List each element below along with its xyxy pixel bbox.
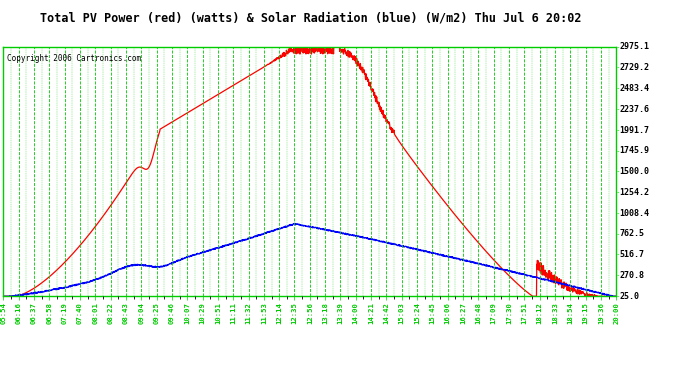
Text: 516.7: 516.7 bbox=[620, 250, 644, 259]
Text: -: - bbox=[617, 293, 620, 299]
Text: 270.8: 270.8 bbox=[620, 271, 644, 280]
Text: 2237.6: 2237.6 bbox=[620, 105, 649, 114]
Text: 1745.9: 1745.9 bbox=[620, 146, 649, 155]
Text: -: - bbox=[617, 169, 620, 175]
Text: 1991.7: 1991.7 bbox=[620, 126, 649, 135]
Text: 1254.2: 1254.2 bbox=[620, 188, 649, 197]
Text: 2729.2: 2729.2 bbox=[620, 63, 649, 72]
Text: 25.0: 25.0 bbox=[620, 292, 640, 301]
Text: -: - bbox=[617, 231, 620, 237]
Text: Total PV Power (red) (watts) & Solar Radiation (blue) (W/m2) Thu Jul 6 20:02: Total PV Power (red) (watts) & Solar Rad… bbox=[40, 11, 581, 24]
Text: -: - bbox=[617, 127, 620, 133]
Text: 2975.1: 2975.1 bbox=[620, 42, 649, 51]
Text: Copyright 2006 Cartronics.com: Copyright 2006 Cartronics.com bbox=[7, 54, 141, 63]
Text: -: - bbox=[617, 106, 620, 112]
Text: -: - bbox=[617, 210, 620, 216]
Text: 1500.0: 1500.0 bbox=[620, 167, 649, 176]
Text: -: - bbox=[617, 148, 620, 154]
Text: -: - bbox=[617, 64, 620, 70]
Text: -: - bbox=[617, 44, 620, 50]
Text: -: - bbox=[617, 273, 620, 279]
Text: 762.5: 762.5 bbox=[620, 230, 644, 238]
Text: -: - bbox=[617, 252, 620, 258]
Text: 1008.4: 1008.4 bbox=[620, 209, 649, 218]
Text: -: - bbox=[617, 189, 620, 195]
Text: -: - bbox=[617, 86, 620, 92]
Text: 2483.4: 2483.4 bbox=[620, 84, 649, 93]
